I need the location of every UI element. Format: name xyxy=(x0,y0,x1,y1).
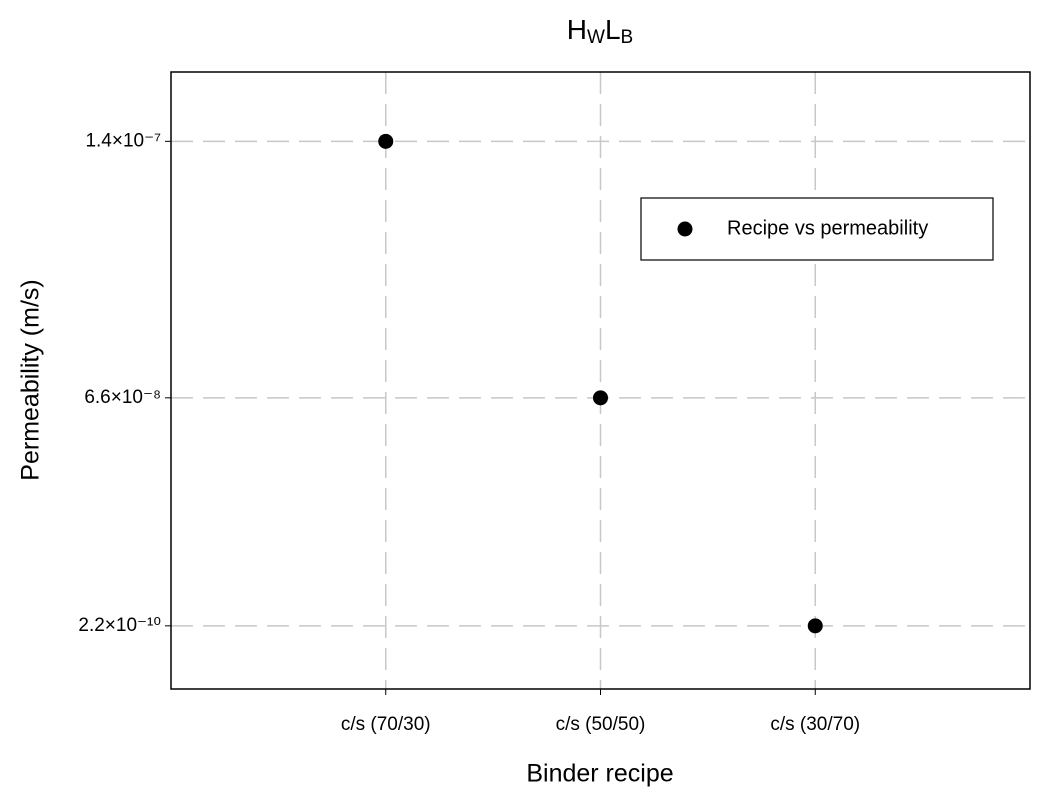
x-axis-label: Binder recipe xyxy=(526,760,673,788)
point xyxy=(378,133,394,149)
title-segment: B xyxy=(621,27,634,48)
x-tick-label: c/s (30/70) xyxy=(770,714,860,735)
plot-frame xyxy=(170,71,1031,690)
x-tick-label: c/s (50/50) xyxy=(556,714,646,735)
legend-box xyxy=(640,197,994,261)
y-tick-label: 2.2×10⁻¹⁰ xyxy=(78,615,161,636)
y-axis-label: Permeability (m/s) xyxy=(17,279,45,480)
x-tick-label: c/s (70/30) xyxy=(341,714,431,735)
legend-marker xyxy=(677,221,693,237)
point xyxy=(593,390,608,406)
chart-title: HWLB xyxy=(567,14,633,47)
y-tick-label: 1.4×10⁻⁷ xyxy=(85,130,161,151)
point xyxy=(807,618,823,634)
title-segment: L xyxy=(605,14,621,45)
legend-label: Recipe vs permeability xyxy=(727,217,928,239)
y-tick-label: 6.6×10⁻⁸ xyxy=(84,387,161,408)
title-segment: H xyxy=(567,14,587,45)
title-segment: W xyxy=(587,27,605,48)
